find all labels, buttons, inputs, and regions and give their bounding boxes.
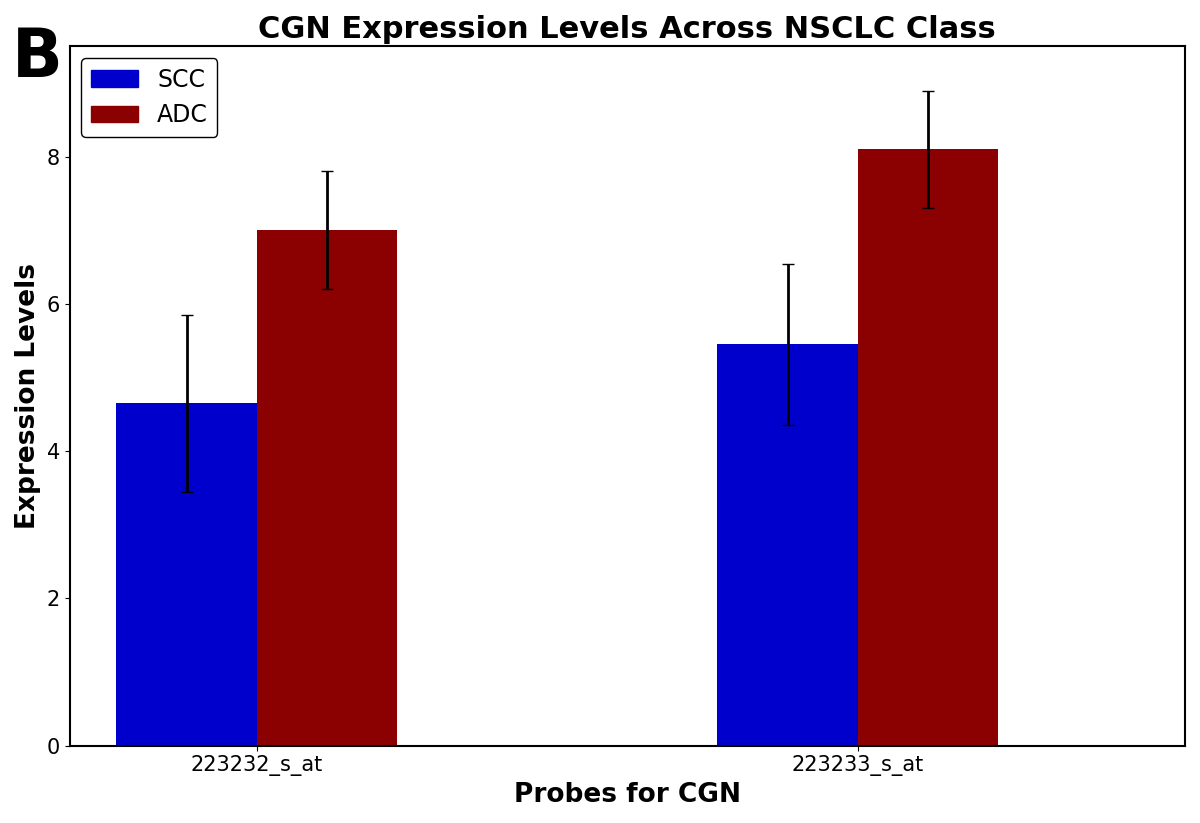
Text: B: B [12,25,62,91]
Bar [257,230,397,746]
Bar [858,150,998,746]
X-axis label: Probes for CGN: Probes for CGN [514,782,740,808]
Bar [116,403,257,746]
Legend: SCC, ADC: SCC, ADC [82,58,217,137]
Title: CGN Expression Levels Across NSCLC Class: CGN Expression Levels Across NSCLC Class [258,15,996,44]
Bar [718,345,858,746]
Y-axis label: Expression Levels: Expression Levels [16,263,41,529]
